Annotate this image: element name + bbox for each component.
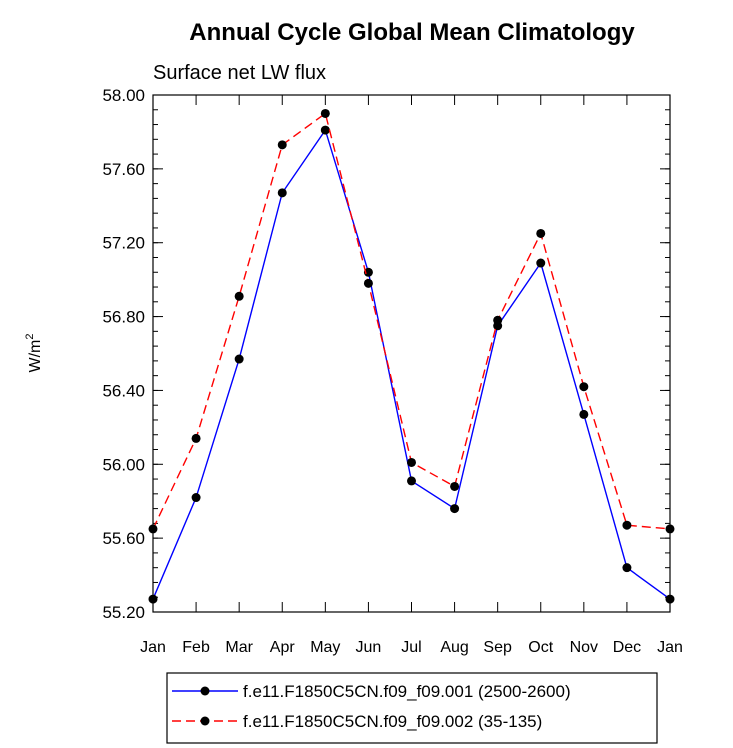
y-axis-label-base: W/m	[27, 340, 44, 373]
x-tick-label: Jun	[356, 639, 382, 656]
legend-label-1: f.e11.F1850C5CN.f09_f09.001 (2500-2600)	[243, 682, 571, 701]
data-point-series-2	[191, 433, 201, 443]
data-point-series-1	[407, 476, 416, 486]
legend-marker-2	[200, 716, 210, 726]
x-tick-label: Jul	[401, 639, 421, 656]
y-tick-label: 57.60	[102, 160, 145, 179]
data-point-series-2	[665, 524, 675, 534]
data-point-series-1	[234, 354, 244, 364]
data-point-series-1	[450, 504, 460, 514]
x-tick-label: Apr	[270, 639, 296, 656]
x-tick-label: Mar	[225, 639, 253, 656]
x-tick-label: Nov	[570, 639, 598, 656]
series-line-1	[152, 128, 671, 600]
y-tick-label: 58.00	[102, 86, 145, 105]
chart-subtitle: Surface net LW flux	[153, 62, 326, 84]
x-tick-label: Dec	[613, 639, 641, 656]
legend-label-2: f.e11.F1850C5CN.f09_f09.002 (35-135)	[243, 712, 542, 731]
data-point-series-1	[277, 188, 287, 198]
data-point-series-2	[450, 481, 460, 491]
x-tick-label: Jan	[140, 639, 166, 656]
chart-title: Annual Cycle Global Mean Climatology	[189, 19, 635, 46]
data-point-series-2	[277, 140, 287, 150]
x-tick-label: Aug	[440, 639, 468, 656]
x-tick-label: Feb	[182, 639, 210, 656]
data-point-series-1	[622, 563, 632, 573]
y-tick-label: 55.60	[102, 529, 145, 548]
data-point-series-1	[363, 267, 373, 277]
data-point-series-2	[579, 382, 589, 392]
data-point-series-1	[665, 594, 675, 604]
x-tick-label: May	[310, 639, 340, 656]
legend-box	[166, 672, 658, 744]
data-point-series-1	[579, 409, 589, 419]
y-tick-label: 56.00	[102, 455, 145, 474]
x-tick-label: Oct	[528, 639, 553, 656]
y-tick-label: 56.80	[102, 308, 145, 327]
legend: f.e11.F1850C5CN.f09_f09.001 (2500-2600) f…	[166, 672, 658, 744]
x-tick-label: Sep	[483, 639, 512, 656]
data-point-series-2	[148, 524, 158, 534]
data-point-series-2	[363, 278, 373, 288]
data-point-series-2	[320, 108, 330, 118]
x-tick-label: Jan	[657, 639, 683, 656]
data-point-series-2	[536, 228, 546, 238]
data-point-series-1	[191, 493, 201, 503]
data-point-series-2	[407, 457, 416, 467]
data-point-series-1	[536, 258, 546, 268]
y-tick-label: 57.20	[102, 234, 145, 253]
data-point-series-2	[234, 291, 244, 301]
y-tick-label: 56.40	[102, 381, 145, 400]
y-tick-label: 55.20	[102, 603, 145, 622]
plot-frame	[152, 94, 671, 613]
data-point-series-1	[148, 594, 158, 604]
data-point-series-2	[493, 315, 503, 325]
y-axis-label-sup: 2	[24, 334, 36, 340]
y-axis-label: W/m2	[24, 334, 44, 373]
data-point-series-1	[320, 125, 330, 135]
legend-marker-1	[200, 686, 210, 696]
data-point-series-2	[622, 520, 632, 530]
